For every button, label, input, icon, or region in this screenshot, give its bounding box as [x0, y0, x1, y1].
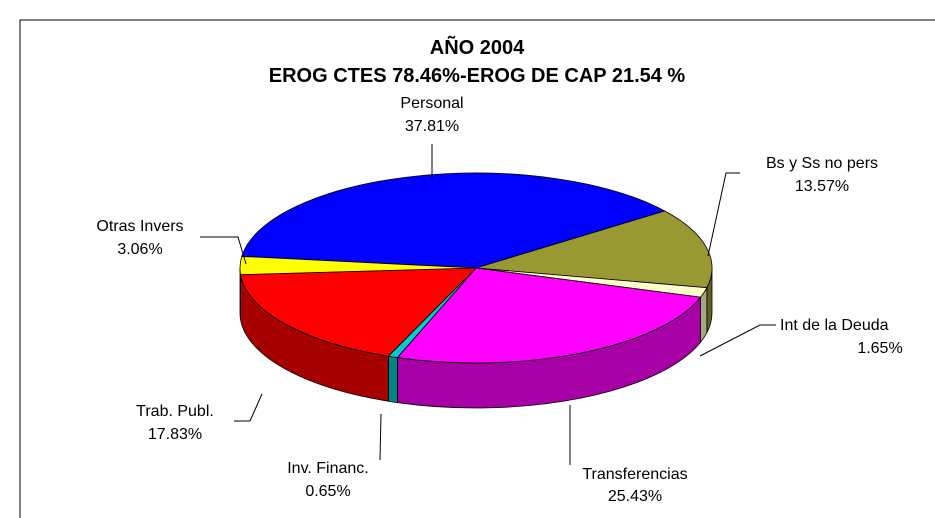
- slice-label: Otras Invers: [96, 218, 183, 235]
- pie-tops: [239, 172, 713, 364]
- value-label: 25.43%: [608, 488, 662, 505]
- leader-line: [200, 236, 247, 265]
- value-label: 3.06%: [117, 241, 162, 258]
- slice-label: Bs y Ss no pers: [766, 155, 878, 172]
- slice-label: Int de la Deuda: [780, 317, 889, 334]
- slice: [239, 256, 477, 276]
- chart-title: AÑO 2004: [430, 36, 525, 59]
- slice: [240, 267, 477, 357]
- slice-label: Personal: [400, 95, 463, 112]
- slice-side: [387, 355, 398, 404]
- leader-line: [234, 393, 263, 422]
- leader-line: [379, 413, 382, 461]
- leader-line: [699, 324, 776, 357]
- slice-label: Trab. Publ.: [136, 403, 214, 420]
- value-label: 37.81%: [405, 118, 459, 135]
- value-label: 0.65%: [305, 483, 350, 500]
- value-label: 1.65%: [857, 340, 902, 357]
- slice-label: Transferencias: [582, 466, 687, 483]
- slice: [396, 267, 702, 364]
- value-label: 13.57%: [795, 178, 849, 195]
- slice: [475, 210, 713, 289]
- value-label: 17.83%: [148, 426, 202, 443]
- labels: Personal 37.81% Bs y Ss no pers 13.57% Int d…: [96, 95, 902, 505]
- chart-subtitle: EROG CTES 78.46%-EROG DE CAP 21.54 %: [269, 65, 686, 87]
- leader-line: [707, 172, 740, 257]
- slice: [241, 172, 666, 269]
- slice-label: Inv. Financ.: [287, 460, 369, 477]
